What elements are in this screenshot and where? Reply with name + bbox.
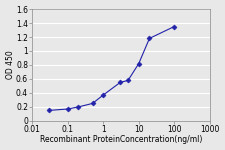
Y-axis label: OD 450: OD 450 <box>6 51 15 79</box>
X-axis label: Recombinant ProteinConcentration(ng/ml): Recombinant ProteinConcentration(ng/ml) <box>40 135 202 144</box>
